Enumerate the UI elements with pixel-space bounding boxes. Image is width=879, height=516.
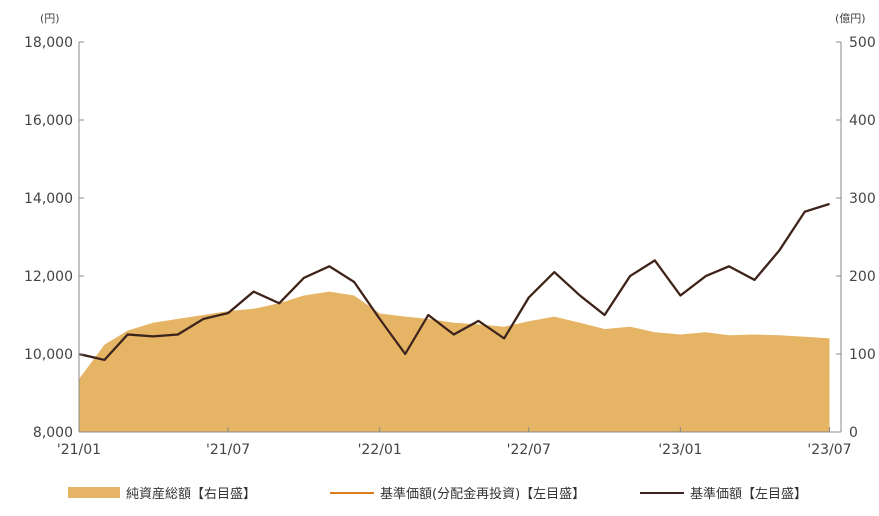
- right-tick-label: 0: [849, 425, 858, 441]
- chart-canvas: (円) (億円) 8,000 10,000 12,000 14,000 16,000 18…: [24, 12, 876, 458]
- legend-swatch-nav-reinvested: [330, 491, 374, 494]
- legend-label-aum: 純資産総額【右目盛】: [126, 487, 257, 502]
- left-tick-label: 16,000: [24, 113, 73, 129]
- legend-swatch-aum: [68, 487, 120, 498]
- left-tick-label: 10,000: [24, 347, 73, 363]
- x-tick-label: '22/07: [507, 442, 551, 458]
- right-tick-label: 200: [849, 269, 876, 285]
- axes: (円) (億円) 8,000 10,000 12,000 14,000 16,000 18…: [24, 12, 876, 458]
- right-tick-label: 100: [849, 347, 876, 363]
- legend: 純資産総額【右目盛】 基準価額(分配金再投資)【左目盛】 基準価額【左目盛】: [0, 483, 879, 509]
- aum-area-layer: [79, 291, 830, 432]
- x-tick-label: '21/01: [57, 442, 101, 458]
- legend-item-nav-reinvested: 基準価額(分配金再投資)【左目盛】: [330, 483, 585, 502]
- aum-area: [79, 291, 830, 432]
- right-unit-label: (億円): [835, 12, 866, 25]
- left-tick-label: 12,000: [24, 269, 73, 285]
- left-tick-label: 14,000: [24, 191, 73, 207]
- x-tick-label: '21/07: [206, 442, 250, 458]
- legend-item-aum: 純資産総額【右目盛】: [68, 483, 256, 502]
- legend-label-nav: 基準価額【左目盛】: [690, 487, 808, 502]
- left-tick-label: 18,000: [24, 35, 73, 51]
- x-tick-label: '22/01: [358, 442, 402, 458]
- x-tick-label: '23/07: [807, 442, 851, 458]
- nav-line-layer: [78, 202, 830, 361]
- right-tick-label: 400: [849, 113, 876, 129]
- legend-item-nav: 基準価額【左目盛】: [640, 483, 807, 502]
- x-tick-label: '23/01: [658, 442, 702, 458]
- right-tick-label: 500: [849, 35, 876, 51]
- nav-line: [78, 202, 830, 361]
- right-tick-label: 300: [849, 191, 876, 207]
- legend-label-nav-reinvested: 基準価額(分配金再投資)【左目盛】: [380, 487, 586, 502]
- left-unit-label: (円): [40, 12, 60, 25]
- legend-swatch-nav: [640, 491, 684, 494]
- left-tick-label: 8,000: [33, 425, 73, 441]
